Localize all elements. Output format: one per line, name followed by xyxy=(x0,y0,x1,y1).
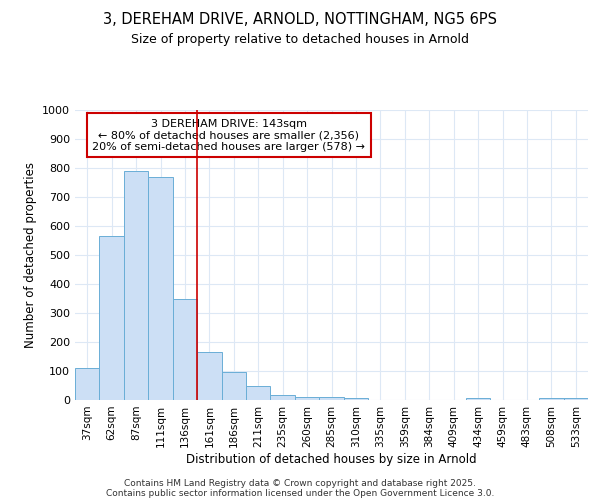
Bar xyxy=(344,398,368,400)
Bar xyxy=(75,368,100,400)
Y-axis label: Number of detached properties: Number of detached properties xyxy=(23,162,37,348)
Bar xyxy=(271,395,295,400)
Bar xyxy=(466,398,490,400)
Bar xyxy=(148,176,173,400)
Bar xyxy=(246,386,271,400)
Bar xyxy=(319,396,344,400)
Text: Contains public sector information licensed under the Open Government Licence 3.: Contains public sector information licen… xyxy=(106,488,494,498)
Bar xyxy=(124,171,148,400)
Bar xyxy=(197,352,221,400)
Bar xyxy=(295,396,319,400)
Bar xyxy=(539,398,563,400)
Bar xyxy=(221,372,246,400)
Bar xyxy=(173,298,197,400)
X-axis label: Distribution of detached houses by size in Arnold: Distribution of detached houses by size … xyxy=(186,452,477,466)
Bar xyxy=(563,398,588,400)
Text: 3 DEREHAM DRIVE: 143sqm
← 80% of detached houses are smaller (2,356)
20% of semi: 3 DEREHAM DRIVE: 143sqm ← 80% of detache… xyxy=(92,118,365,152)
Text: Size of property relative to detached houses in Arnold: Size of property relative to detached ho… xyxy=(131,32,469,46)
Text: 3, DEREHAM DRIVE, ARNOLD, NOTTINGHAM, NG5 6PS: 3, DEREHAM DRIVE, ARNOLD, NOTTINGHAM, NG… xyxy=(103,12,497,28)
Bar xyxy=(100,236,124,400)
Text: Contains HM Land Registry data © Crown copyright and database right 2025.: Contains HM Land Registry data © Crown c… xyxy=(124,478,476,488)
